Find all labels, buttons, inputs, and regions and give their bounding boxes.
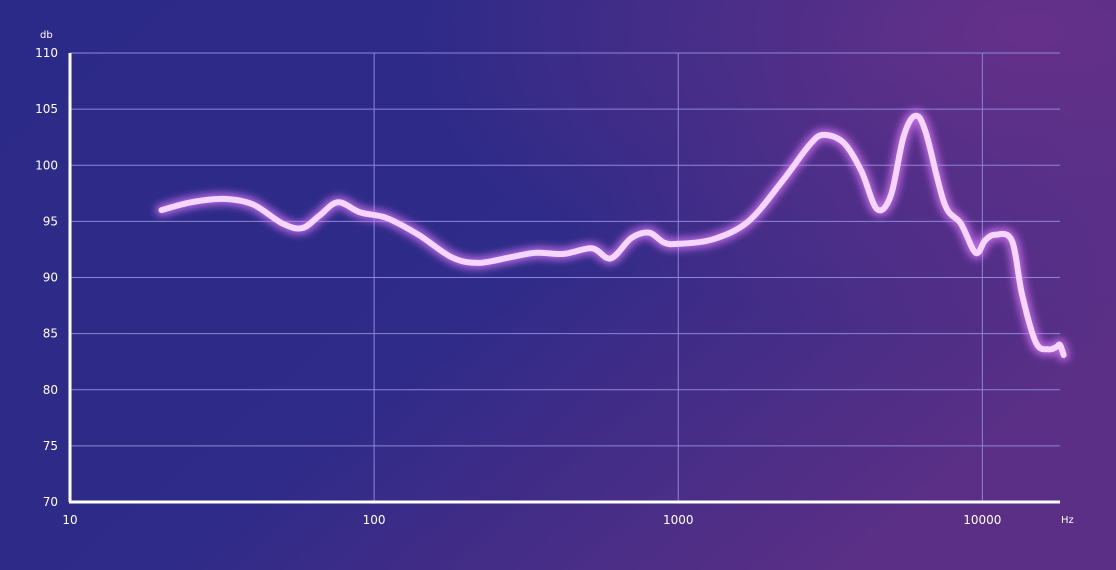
x-axis-label: Hz xyxy=(1061,515,1074,526)
y-tick-label: 100 xyxy=(35,158,58,172)
axes xyxy=(68,53,1060,504)
y-tick-label: 80 xyxy=(43,383,58,397)
y-tick-label: 70 xyxy=(43,495,58,509)
y-tick-label: 75 xyxy=(43,439,58,453)
x-tick-labels: 10 100 1000 10000 xyxy=(62,513,1001,527)
y-axis-label: db xyxy=(40,30,53,41)
y-tick-label: 110 xyxy=(35,46,58,60)
y-tick-label: 90 xyxy=(43,271,58,285)
x-tick-label: 1000 xyxy=(663,513,694,527)
y-tick-label: 105 xyxy=(35,102,58,116)
y-tick-label: 95 xyxy=(43,214,58,228)
y-tick-label: 85 xyxy=(43,327,58,341)
grid-lines xyxy=(70,52,1060,502)
x-tick-label: 100 xyxy=(363,513,386,527)
x-tick-label: 10000 xyxy=(963,513,1001,527)
y-tick-labels: 70 75 80 85 90 95 100 105 110 xyxy=(35,46,58,509)
x-tick-label: 10 xyxy=(62,513,77,527)
series-line xyxy=(158,112,1067,358)
